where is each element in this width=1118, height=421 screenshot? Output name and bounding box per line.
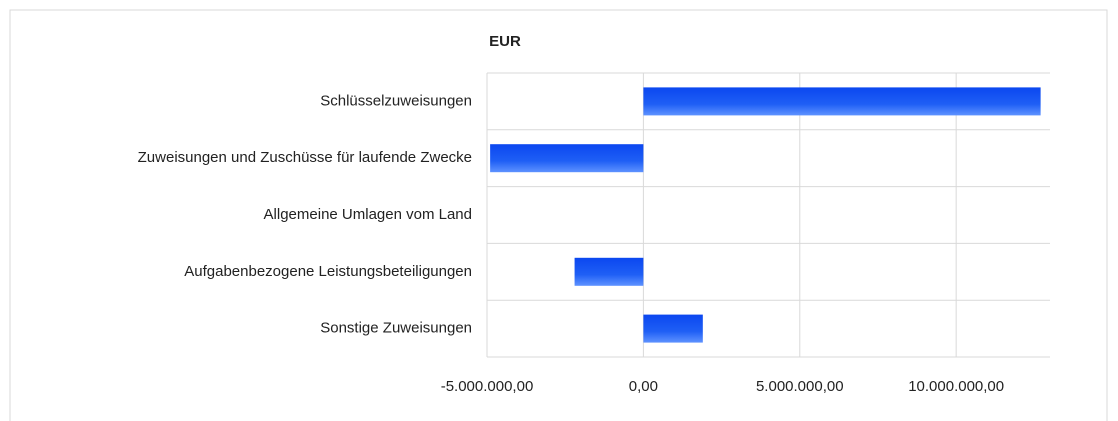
- bar: [643, 314, 703, 343]
- y-tick-label: Schlüsselzuweisungen: [320, 92, 472, 109]
- chart-frame: [9, 9, 1108, 421]
- y-tick-label: Sonstige Zuweisungen: [320, 320, 472, 337]
- bar: [643, 87, 1041, 116]
- x-tick-label: 10.000.000,00: [908, 378, 1004, 395]
- x-tick-label: 0,00: [629, 378, 658, 395]
- chart-title: EUR: [489, 33, 521, 50]
- y-tick-label: Aufgabenbezogene Leistungsbeteiligungen: [184, 263, 472, 280]
- y-tick-label: Zuweisungen und Zuschüsse für laufende Z…: [138, 149, 472, 166]
- x-tick-label: 5.000.000,00: [756, 378, 844, 395]
- x-tick-label: -5.000.000,00: [441, 378, 534, 395]
- bar: [490, 144, 644, 173]
- bar: [574, 257, 644, 286]
- y-tick-label: Allgemeine Umlagen vom Land: [264, 206, 472, 223]
